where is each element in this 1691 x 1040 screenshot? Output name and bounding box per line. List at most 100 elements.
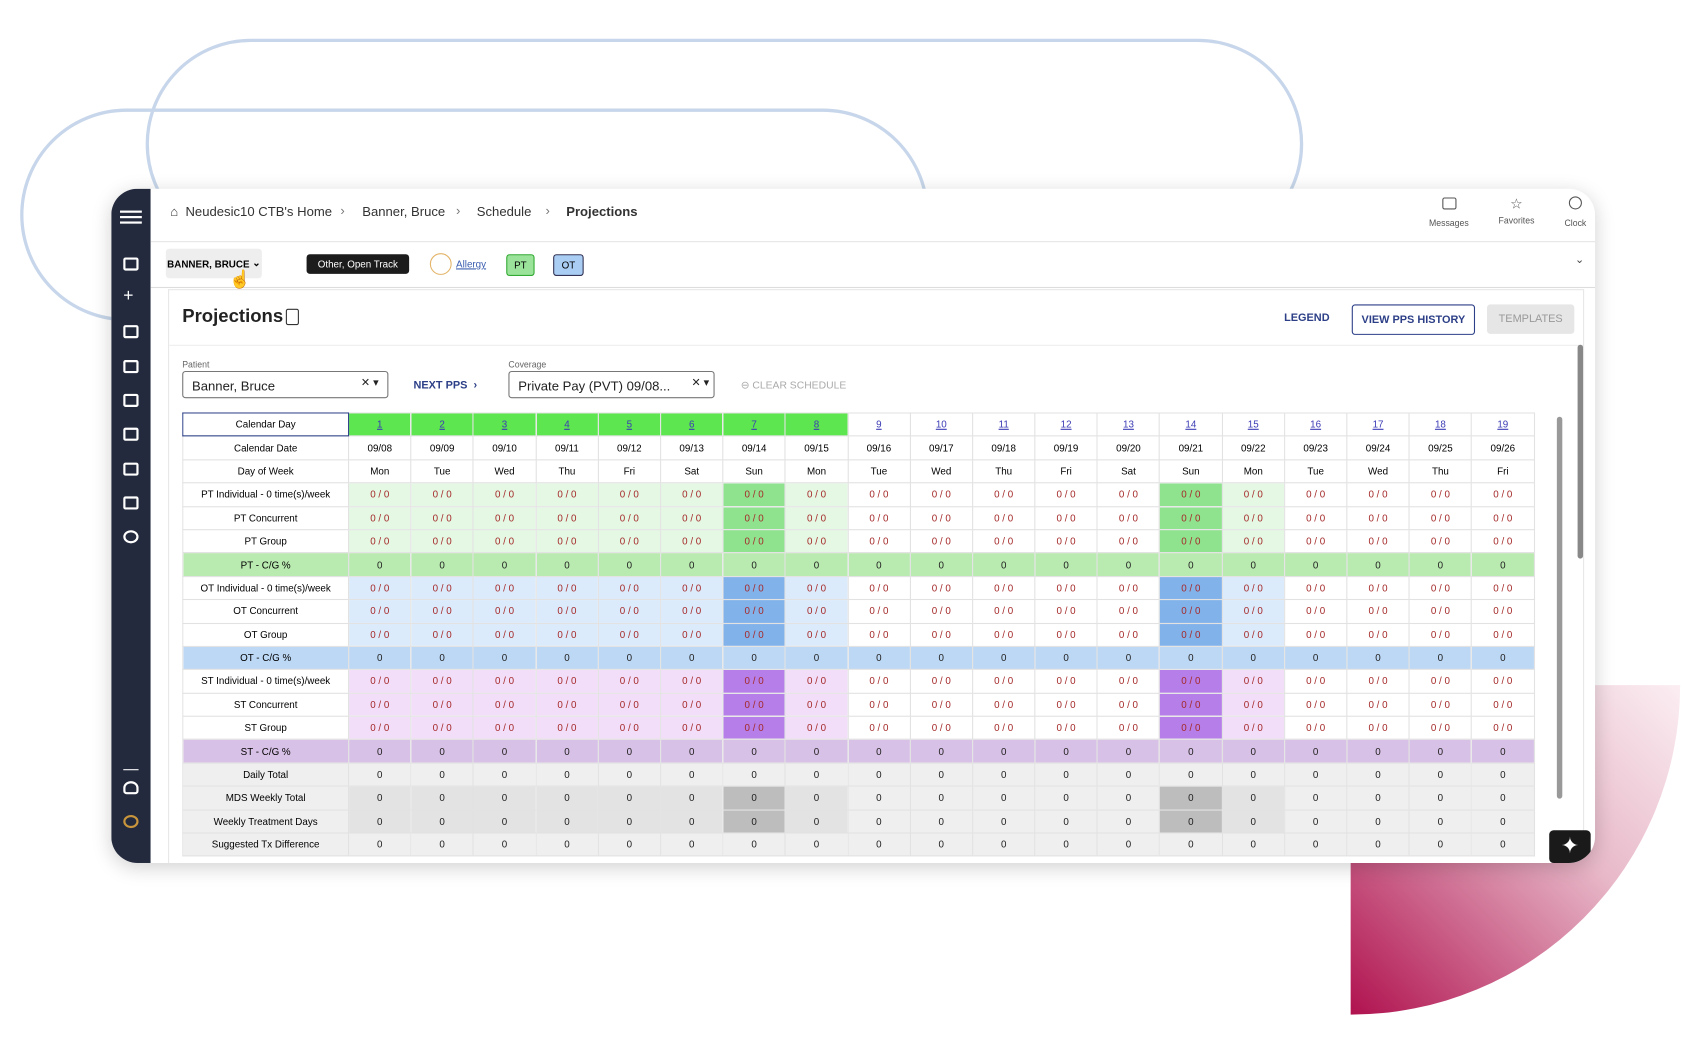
calendar-day[interactable]: 9	[847, 412, 911, 437]
calendar-day[interactable]: 5	[597, 412, 662, 437]
cell[interactable]: 0 / 0	[722, 599, 786, 624]
cell[interactable]: 0 / 0	[472, 575, 537, 601]
nav-status[interactable]	[123, 814, 139, 829]
cell[interactable]: 0 / 0	[1221, 715, 1285, 741]
nav-notes[interactable]	[123, 360, 139, 374]
messages-action[interactable]: Messages	[1425, 195, 1473, 228]
cell[interactable]: 0 / 0	[659, 692, 724, 717]
cell[interactable]: 0 / 0	[1346, 575, 1410, 601]
cell[interactable]: 0 / 0	[784, 575, 849, 601]
cell[interactable]: 0 / 0	[1096, 692, 1161, 717]
cell[interactable]: 0 / 0	[472, 505, 537, 531]
cell[interactable]: 0 / 0	[659, 575, 724, 601]
cell[interactable]: 0 / 0	[971, 482, 1036, 507]
cell[interactable]: 0 / 0	[1096, 505, 1161, 531]
calendar-day[interactable]: 16	[1283, 412, 1348, 437]
cell[interactable]: 0 / 0	[1346, 482, 1410, 507]
expand-chevron[interactable]: ⌄	[1574, 254, 1585, 267]
cell[interactable]: 0 / 0	[1471, 622, 1535, 647]
cell[interactable]: 0 / 0	[971, 669, 1036, 694]
cell[interactable]: 0 / 0	[348, 669, 412, 694]
cell[interactable]: 0 / 0	[535, 482, 599, 507]
cell[interactable]: 0 / 0	[1471, 505, 1535, 531]
nav-history[interactable]	[123, 530, 139, 544]
cell[interactable]: 0 / 0	[1471, 599, 1535, 624]
cell[interactable]: 0 / 0	[1096, 529, 1161, 554]
cell[interactable]: 0 / 0	[971, 529, 1036, 554]
cell[interactable]: 0 / 0	[784, 622, 849, 647]
cell[interactable]: 0 / 0	[597, 529, 662, 554]
cell[interactable]: 0 / 0	[1408, 669, 1473, 694]
cell[interactable]: 0 / 0	[597, 505, 662, 531]
nav-users[interactable]	[123, 462, 139, 476]
menu-icon[interactable]	[120, 207, 142, 227]
cell[interactable]: 0 / 0	[410, 482, 474, 507]
nav-messages[interactable]	[123, 325, 139, 339]
cell[interactable]: 0 / 0	[535, 575, 599, 601]
cell[interactable]: 0 / 0	[1096, 482, 1161, 507]
cell[interactable]: 0 / 0	[971, 715, 1036, 741]
cell[interactable]: 0 / 0	[1346, 622, 1410, 647]
cell[interactable]: 0 / 0	[1471, 529, 1535, 554]
clock-action[interactable]: Clock	[1551, 195, 1595, 228]
patient-button[interactable]: BANNER, BRUCE ⌄	[165, 248, 262, 279]
cell[interactable]: 0 / 0	[909, 669, 974, 694]
cell[interactable]: 0 / 0	[909, 482, 974, 507]
cell[interactable]: 0 / 0	[1034, 529, 1098, 554]
view-pps-history-button[interactable]: VIEW PPS HISTORY	[1351, 304, 1476, 335]
cell[interactable]: 0 / 0	[348, 575, 412, 601]
cell[interactable]: 0 / 0	[1034, 599, 1098, 624]
cell[interactable]: 0 / 0	[1159, 692, 1223, 717]
breadcrumb[interactable]: Neudesic10 CTB's Home	[185, 204, 333, 220]
calendar-day[interactable]: 13	[1096, 412, 1161, 437]
cell[interactable]: 0 / 0	[410, 599, 474, 624]
cell[interactable]: 0 / 0	[1283, 482, 1348, 507]
cell[interactable]: 0 / 0	[348, 692, 412, 717]
cell[interactable]: 0 / 0	[1221, 669, 1285, 694]
cell[interactable]: 0 / 0	[909, 575, 974, 601]
cell[interactable]: 0 / 0	[1159, 505, 1223, 531]
nav-calendar[interactable]	[123, 393, 139, 407]
cell[interactable]: 0 / 0	[971, 599, 1036, 624]
cell[interactable]: 0 / 0	[472, 622, 537, 647]
cell[interactable]: 0 / 0	[909, 715, 974, 741]
calendar-day[interactable]: 18	[1408, 412, 1473, 437]
cell[interactable]: 0 / 0	[1221, 575, 1285, 601]
assistant-button[interactable]: ✦	[1549, 830, 1591, 863]
cell[interactable]: 0 / 0	[659, 599, 724, 624]
cell[interactable]: 0 / 0	[1034, 575, 1098, 601]
cell[interactable]: 0 / 0	[472, 715, 537, 741]
cell[interactable]: 0 / 0	[597, 715, 662, 741]
cell[interactable]: 0 / 0	[535, 715, 599, 741]
cell[interactable]: 0 / 0	[1283, 575, 1348, 601]
cell[interactable]: 0 / 0	[1283, 529, 1348, 554]
nav-tips[interactable]	[123, 781, 139, 795]
cell[interactable]: 0 / 0	[722, 692, 786, 717]
breadcrumb[interactable]: Banner, Bruce	[362, 204, 446, 220]
nav-reports[interactable]	[123, 496, 139, 510]
cell[interactable]: 0 / 0	[1221, 599, 1285, 624]
cell[interactable]: 0 / 0	[784, 505, 849, 531]
cell[interactable]: 0 / 0	[1346, 715, 1410, 741]
cell[interactable]: 0 / 0	[597, 575, 662, 601]
breadcrumb[interactable]: Schedule	[476, 204, 532, 220]
cell[interactable]: 0 / 0	[410, 692, 474, 717]
cell[interactable]: 0 / 0	[1283, 505, 1348, 531]
calendar-day[interactable]: 3	[472, 412, 537, 437]
cell[interactable]: 0 / 0	[1408, 482, 1473, 507]
calendar-day[interactable]: 14	[1159, 412, 1223, 437]
calendar-day[interactable]: 17	[1346, 412, 1410, 437]
cell[interactable]: 0 / 0	[1159, 482, 1223, 507]
cell[interactable]: 0 / 0	[722, 529, 786, 554]
cell[interactable]: 0 / 0	[847, 505, 911, 531]
cell[interactable]: 0 / 0	[1096, 575, 1161, 601]
cell[interactable]: 0 / 0	[410, 715, 474, 741]
cell[interactable]: 0 / 0	[659, 715, 724, 741]
cell[interactable]: 0 / 0	[348, 482, 412, 507]
cell[interactable]: 0 / 0	[1346, 669, 1410, 694]
cell[interactable]: 0 / 0	[348, 622, 412, 647]
cell[interactable]: 0 / 0	[722, 622, 786, 647]
cell[interactable]: 0 / 0	[659, 529, 724, 554]
cell[interactable]: 0 / 0	[847, 669, 911, 694]
cell[interactable]: 0 / 0	[535, 529, 599, 554]
